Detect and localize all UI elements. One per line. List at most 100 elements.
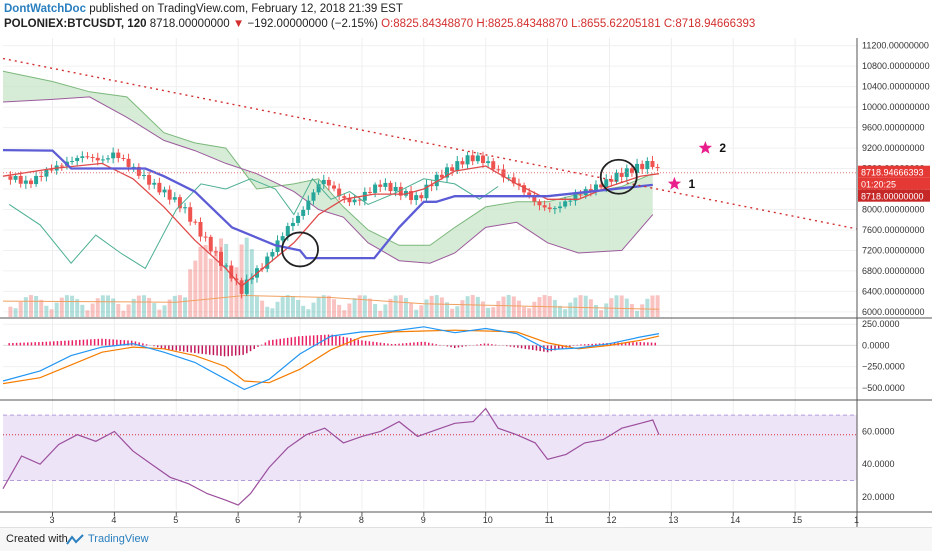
volume-bar bbox=[460, 300, 465, 317]
volume-bar bbox=[296, 299, 301, 317]
candle-body bbox=[491, 161, 496, 170]
macd-tick-label: 0.0000 bbox=[862, 340, 890, 350]
volume-bar bbox=[208, 258, 213, 317]
close-value: C:8718.94666393 bbox=[663, 18, 756, 30]
volume-bar bbox=[516, 300, 521, 317]
price-tick-label: 8000.00000000 bbox=[862, 204, 925, 214]
last-price: 8718.00000000 bbox=[149, 18, 230, 30]
volume-bar bbox=[367, 298, 372, 317]
volume-bar bbox=[177, 295, 182, 317]
price-axis[interactable]: 11200.00000000 10800.00000000 10400.000000… bbox=[858, 41, 930, 502]
candle-body bbox=[49, 169, 54, 171]
candle-body bbox=[249, 277, 254, 280]
volume-bar bbox=[131, 298, 136, 317]
candle-body bbox=[470, 155, 475, 162]
rsi-tick-label: 60.0000 bbox=[862, 426, 895, 436]
candle-body bbox=[537, 201, 542, 206]
candle-body bbox=[465, 155, 470, 165]
volume-bar bbox=[604, 303, 609, 317]
tenkan-sen-line bbox=[2, 162, 660, 288]
candle-body bbox=[85, 156, 90, 158]
candle-body bbox=[414, 195, 419, 201]
candle-body bbox=[239, 280, 244, 294]
candle-body bbox=[8, 176, 13, 180]
rsi-line bbox=[2, 407, 660, 506]
candle-body bbox=[588, 189, 593, 192]
price-tick-label: 7200.00000000 bbox=[862, 245, 925, 255]
volume-bar bbox=[429, 295, 434, 317]
candle-body bbox=[290, 222, 295, 227]
time-axis[interactable]: 3 4 5 6 7 8 9 10 11 12 13 14 15 1 bbox=[50, 512, 860, 525]
volume-bar bbox=[285, 295, 290, 317]
volume-bar bbox=[326, 295, 331, 317]
candle-body bbox=[121, 158, 126, 160]
volume-bar bbox=[614, 295, 619, 317]
volume-bar bbox=[85, 310, 90, 317]
volume-bar bbox=[95, 298, 100, 317]
volume-bar bbox=[480, 301, 485, 317]
candle-body bbox=[316, 184, 321, 193]
volume-bar bbox=[188, 269, 193, 317]
author-name[interactable]: DontWatchDoc bbox=[4, 3, 86, 15]
volume-bar bbox=[198, 246, 203, 317]
volume-bar bbox=[583, 295, 588, 317]
volume-bar bbox=[8, 306, 13, 317]
price-tick-label: 6400.00000000 bbox=[862, 286, 925, 296]
candle-body bbox=[352, 199, 357, 203]
candle-body bbox=[100, 159, 105, 161]
volume-bar bbox=[23, 297, 28, 317]
candle-body bbox=[34, 175, 39, 185]
volume-bar bbox=[373, 303, 378, 317]
volume-bar bbox=[352, 298, 357, 317]
star-label: 1 bbox=[688, 177, 695, 191]
candle-body bbox=[609, 179, 614, 182]
price-tick-label: 9200.00000000 bbox=[862, 143, 925, 153]
candle-body bbox=[326, 179, 331, 186]
volume-bar bbox=[419, 305, 424, 317]
volume-bar bbox=[593, 304, 598, 317]
volume-bar bbox=[157, 309, 162, 317]
candle-body bbox=[136, 166, 141, 176]
candle-body bbox=[388, 182, 393, 192]
candle-body bbox=[167, 189, 172, 200]
volume-bar bbox=[275, 301, 280, 317]
volume-bar bbox=[414, 309, 419, 317]
volume-bar bbox=[383, 304, 388, 317]
candle-body bbox=[614, 172, 619, 182]
volume-bar bbox=[229, 265, 234, 317]
candle-body bbox=[193, 221, 198, 223]
cloud-upper-line bbox=[2, 70, 653, 246]
candle-body bbox=[18, 175, 23, 184]
cloud-lower-line bbox=[2, 96, 654, 264]
time-tick-label: 1 bbox=[854, 515, 859, 525]
volume-bar bbox=[34, 296, 39, 317]
volume-bar bbox=[64, 295, 69, 317]
candle-body bbox=[265, 256, 270, 269]
tradingview-brand-link[interactable]: TradingView bbox=[88, 533, 149, 545]
candle-body bbox=[409, 190, 414, 201]
candle-body bbox=[373, 184, 378, 193]
volume-bar bbox=[578, 295, 583, 317]
volume-bar bbox=[629, 304, 634, 317]
volume-bar bbox=[265, 306, 270, 317]
candle-body bbox=[90, 157, 95, 159]
candle-body bbox=[578, 194, 583, 196]
macd-tick-label: 250.0000 bbox=[862, 319, 900, 329]
candle-body bbox=[198, 221, 203, 237]
volume-bar bbox=[167, 299, 172, 317]
volume-bar bbox=[645, 298, 650, 317]
volume-bar bbox=[75, 299, 80, 317]
candlestick-series[interactable] bbox=[8, 147, 660, 299]
volume-bar bbox=[511, 296, 516, 317]
candle-body bbox=[332, 185, 337, 189]
volume-bar bbox=[465, 296, 470, 317]
volume-bar bbox=[90, 303, 95, 317]
candle-body bbox=[522, 185, 527, 193]
volume-bar bbox=[409, 303, 414, 317]
price-tick-label: 11200.00000000 bbox=[862, 41, 929, 51]
candle-body bbox=[337, 188, 342, 197]
symbol-label[interactable]: POLONIEX:BTCUSDT, 120 bbox=[4, 18, 147, 30]
candle-body bbox=[347, 197, 352, 203]
volume-bar bbox=[337, 304, 342, 317]
